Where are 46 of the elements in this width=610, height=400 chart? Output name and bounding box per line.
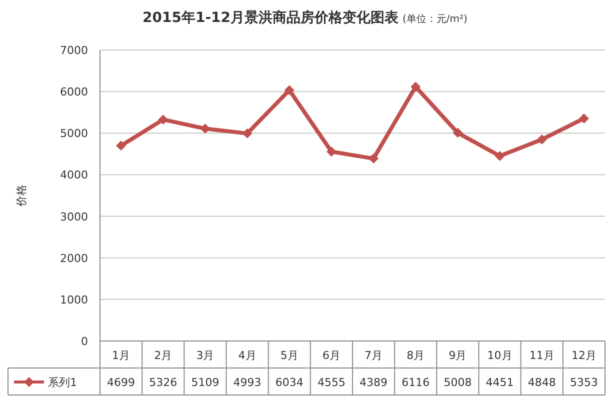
chart-title: 2015年1-12月景洪商品房价格变化图表	[142, 9, 400, 26]
x-tick-label: 8月	[406, 349, 425, 362]
x-tick-label: 4月	[238, 349, 256, 362]
point	[158, 114, 168, 125]
data-label: 4555	[317, 376, 346, 389]
point	[368, 154, 379, 164]
data-label: 6034	[275, 376, 304, 389]
point	[452, 128, 463, 138]
x-tick-label: 2月	[154, 349, 172, 362]
data-label: 5353	[570, 376, 598, 389]
data-label: 4451	[486, 376, 514, 389]
y-tick-label: 6000	[60, 86, 88, 99]
legend-label: 系列1	[48, 376, 77, 389]
x-tick-label: 11月	[529, 349, 554, 362]
data-label: 6116	[402, 376, 430, 389]
data-label: 5326	[149, 376, 178, 389]
chart-subtitle: (单位：元/m²)	[402, 13, 468, 25]
data-label: 5109	[191, 376, 220, 389]
data-label: 4993	[233, 376, 262, 389]
point	[494, 150, 505, 161]
x-tick-label: 10月	[487, 349, 512, 362]
x-tick-label: 6月	[322, 349, 340, 362]
y-tick-label: 0	[81, 335, 88, 348]
y-tick-label: 5000	[60, 127, 88, 140]
x-tick-label: 5月	[280, 349, 298, 362]
y-axis-title: 价格	[15, 184, 28, 208]
data-label: 4699	[107, 376, 136, 389]
y-tick-label: 4000	[60, 168, 88, 182]
y-tick-label: 1000	[60, 293, 88, 306]
data-label: 4389	[360, 376, 388, 389]
x-tick-label: 3月	[196, 349, 214, 362]
point	[578, 113, 589, 124]
point	[116, 140, 126, 151]
y-tick-label: 2000	[60, 252, 88, 265]
data-label: 4848	[528, 376, 556, 389]
x-tick-label: 9月	[448, 349, 467, 362]
x-tick-label: 7月	[364, 349, 383, 362]
y-tick-label: 3000	[60, 210, 88, 224]
y-tick-label: 7000	[60, 44, 88, 57]
data-label: 5008	[444, 376, 472, 389]
x-tick-label: 12月	[571, 349, 596, 362]
point	[410, 82, 421, 92]
point	[326, 146, 336, 157]
x-tick-label: 1月	[112, 349, 130, 362]
point	[536, 134, 547, 144]
point	[284, 85, 294, 96]
